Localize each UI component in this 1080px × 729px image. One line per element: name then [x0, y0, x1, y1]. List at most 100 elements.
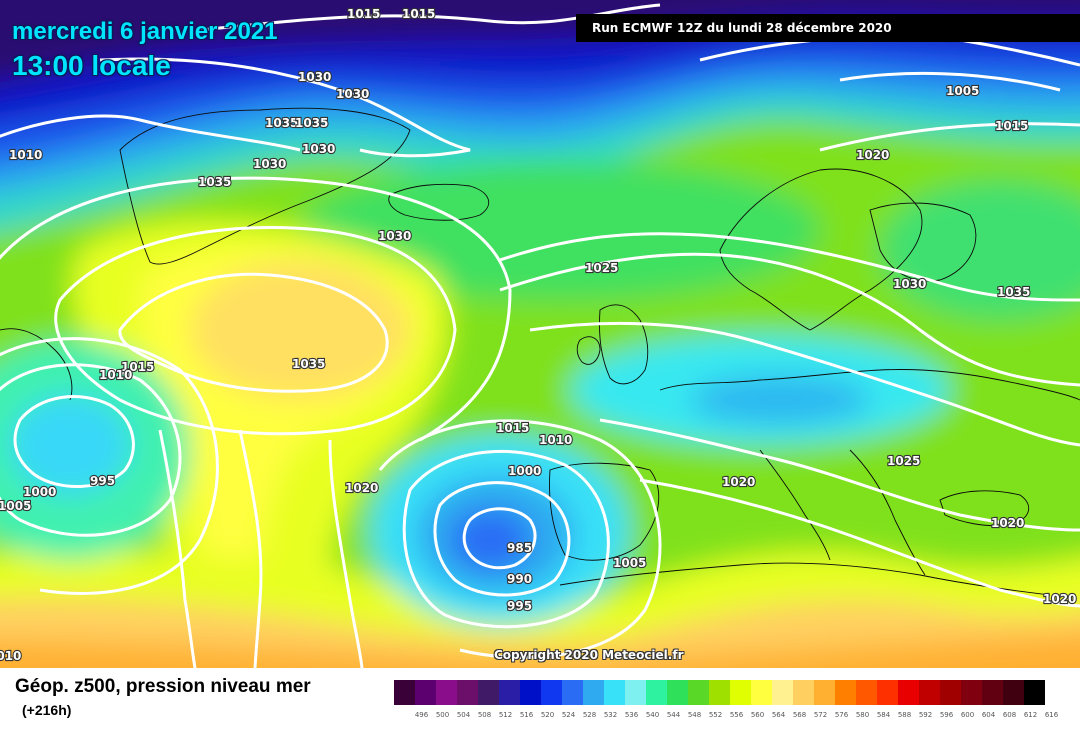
scale-value-label: 520 [540, 711, 555, 719]
isobar-label: 1010 [99, 368, 132, 382]
isobar-labels: 1015 1015 1030 1030 1035 1035 1030 1030 … [0, 6, 1078, 664]
color-scale [394, 680, 1045, 705]
scale-swatch [436, 680, 457, 705]
isobar-label: 1035 [997, 285, 1030, 299]
isobar-label: 1025 [887, 454, 920, 468]
scale-swatch [646, 680, 667, 705]
scale-swatch [520, 680, 541, 705]
isobar-label: 1020 [345, 481, 378, 495]
scale-swatch [604, 680, 625, 705]
scale-value-label: 588 [897, 711, 912, 719]
scale-swatch [667, 680, 688, 705]
scale-value-label: 572 [813, 711, 828, 719]
isobar-label: 995 [90, 474, 115, 488]
isobar-label: 1035 [295, 116, 328, 130]
scale-value-label: 600 [960, 711, 975, 719]
scale-swatch [835, 680, 856, 705]
scale-value-label: 544 [666, 711, 681, 719]
isobar-label: 995 [507, 599, 532, 613]
scale-swatch [1003, 680, 1024, 705]
isobar-label: 1030 [253, 157, 286, 171]
scale-swatch [394, 680, 415, 705]
isobar-label: 1035 [198, 175, 231, 189]
color-scale-labels: 496 500 504 508 512 516 520 524 528 532 536 540 544 5… [411, 711, 1062, 719]
scale-swatch [772, 680, 793, 705]
scale-swatch [562, 680, 583, 705]
scale-value-label: 568 [792, 711, 807, 719]
legend-title: Géop. z500, pression niveau mer [15, 676, 311, 697]
scale-value-label: 612 [1023, 711, 1038, 719]
isobar-label: 1000 [23, 485, 56, 499]
scale-value-label: 504 [456, 711, 471, 719]
isobar-label: 1020 [1043, 592, 1076, 606]
scale-swatch [415, 680, 436, 705]
scale-swatch [919, 680, 940, 705]
scale-swatch [940, 680, 961, 705]
isobar-label: 1000 [508, 464, 541, 478]
scale-value-label: 560 [750, 711, 765, 719]
isobar-label: 1015 [995, 119, 1028, 133]
copyright-text: Copyright 2020 Meteociel.fr [494, 648, 684, 662]
scale-swatch [730, 680, 751, 705]
scale-value-label: 540 [645, 711, 660, 719]
scale-value-label: 548 [687, 711, 702, 719]
isobars [0, 3, 1080, 668]
isobar-label: 1005 [0, 499, 31, 513]
isobar-label: 1010 [0, 649, 21, 663]
scale-swatch [583, 680, 604, 705]
scale-swatch [541, 680, 562, 705]
scale-swatch [457, 680, 478, 705]
scale-value-label: 532 [603, 711, 618, 719]
scale-swatch [982, 680, 1003, 705]
legend-footer: Géop. z500, pression niveau mer (+216h) … [0, 668, 1080, 729]
isobar-label: 1015 [347, 7, 380, 21]
scale-swatch [961, 680, 982, 705]
isobar-label: 1030 [336, 87, 369, 101]
forecast-time: 13:00 locale [12, 50, 171, 81]
scale-swatch [709, 680, 730, 705]
forecast-lead-time: (+216h) [22, 702, 72, 718]
scale-swatch [751, 680, 772, 705]
isobar-label: 1030 [893, 277, 926, 291]
scale-swatch [499, 680, 520, 705]
isobar-label: 1030 [302, 142, 335, 156]
scale-value-label: 528 [582, 711, 597, 719]
scale-value-label: 584 [876, 711, 891, 719]
scale-value-label: 564 [771, 711, 786, 719]
scale-swatch [688, 680, 709, 705]
isobar-label: 1035 [265, 116, 298, 130]
scale-value-label: 604 [981, 711, 996, 719]
isobar-label: 985 [507, 541, 532, 555]
isobar-label: 1005 [613, 556, 646, 570]
isobar-label: 1030 [298, 70, 331, 84]
scale-swatch [1024, 680, 1045, 705]
scale-value-label: 616 [1044, 711, 1059, 719]
forecast-date: mercredi 6 janvier 2021 [12, 18, 278, 45]
isobar-label: 1020 [991, 516, 1024, 530]
weather-map: 1015 1015 1030 1030 1035 1035 1030 1030 … [0, 0, 1080, 668]
scale-swatch [856, 680, 877, 705]
scale-value-label: 596 [939, 711, 954, 719]
model-run-label: Run ECMWF 12Z du lundi 28 décembre 2020 [576, 14, 1080, 42]
scale-value-label: 552 [708, 711, 723, 719]
isobar-label: 1035 [292, 357, 325, 371]
geopotential-field: 1015 1015 1030 1030 1035 1035 1030 1030 … [0, 0, 1080, 668]
isobar-label: 990 [507, 572, 532, 586]
isobar-label: 1020 [856, 148, 889, 162]
scale-value-label: 608 [1002, 711, 1017, 719]
color-field [0, 0, 1080, 668]
scale-value-label: 556 [729, 711, 744, 719]
isobar-label: 1015 [496, 421, 529, 435]
scale-value-label: 516 [519, 711, 534, 719]
scale-value-label: 536 [624, 711, 639, 719]
scale-value-label: 580 [855, 711, 870, 719]
scale-swatch [898, 680, 919, 705]
scale-value-label: 512 [498, 711, 513, 719]
scale-swatch [793, 680, 814, 705]
scale-value-label: 576 [834, 711, 849, 719]
scale-swatch [478, 680, 499, 705]
isobar-label: 1015 [402, 7, 435, 21]
scale-swatch [625, 680, 646, 705]
isobar-label: 1005 [946, 84, 979, 98]
scale-swatch [877, 680, 898, 705]
